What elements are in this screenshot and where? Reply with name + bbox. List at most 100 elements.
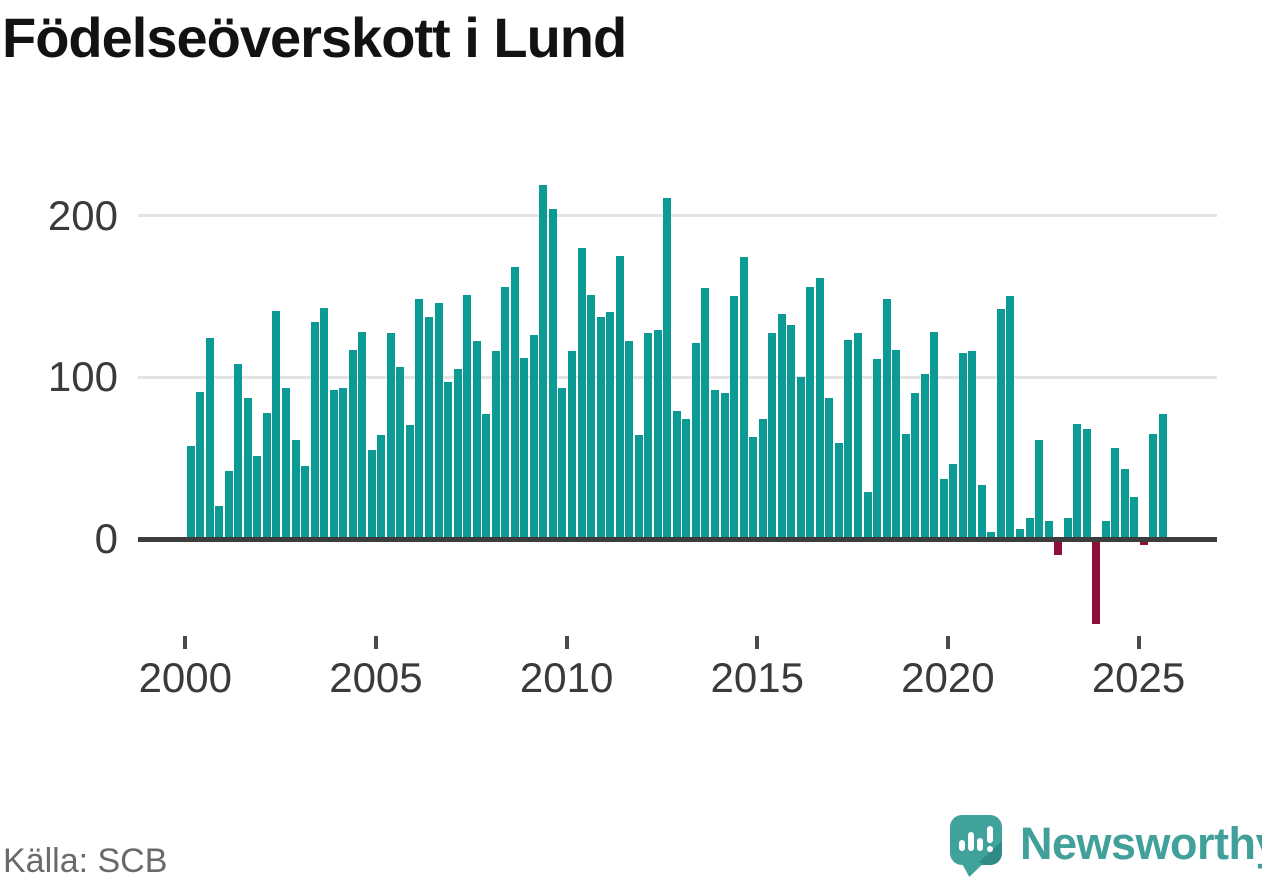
bar-quarter-79 [939, 478, 948, 539]
bar-quarter-93 [1073, 423, 1082, 539]
bar-quarter-65 [806, 286, 815, 539]
bar-quarter-101 [1149, 433, 1158, 539]
bar-quarter-9 [272, 310, 281, 539]
x-axis-label-2010: 2010 [519, 654, 614, 701]
bar-quarter-100 [1139, 538, 1148, 546]
bar-quarter-50 [663, 197, 672, 539]
x-axis-label-2015: 2015 [710, 654, 804, 701]
bar-quarter-45 [615, 255, 624, 539]
logo-bar-2 [968, 832, 974, 851]
x-axis-label-2020: 2020 [901, 654, 995, 701]
bar-quarter-74 [892, 349, 901, 539]
bar-quarter-54 [701, 288, 710, 539]
y-axis-label-0: 0 [94, 514, 118, 562]
bar-quarter-95 [1092, 538, 1101, 625]
bar-quarter-76 [911, 393, 920, 539]
bar-quarter-2 [205, 338, 214, 539]
bar-quarter-30 [472, 341, 481, 539]
x-axis-tick-2020 [945, 636, 950, 649]
bar-quarter-73 [882, 299, 891, 539]
bar-quarter-49 [653, 330, 662, 539]
bar-quarter-10 [282, 388, 291, 539]
bar-quarter-7 [253, 456, 262, 539]
bar-quarter-29 [463, 294, 472, 539]
bar-quarter-82 [968, 351, 977, 539]
gridline-100 [138, 375, 1217, 379]
logo-bar-1 [959, 840, 965, 851]
logo-bar-3 [977, 838, 983, 851]
bar-quarter-22 [396, 367, 405, 539]
brand-name: Newsworthy [1020, 818, 1262, 869]
x-axis-label-2025: 2025 [1091, 654, 1186, 701]
bar-quarter-97 [1111, 448, 1120, 539]
bar-quarter-70 [853, 333, 862, 539]
y-axis-label-200: 200 [47, 191, 118, 239]
bar-quarter-69 [844, 339, 853, 539]
bar-quarter-35 [520, 357, 529, 539]
brand-logo: Newsworthy [950, 815, 1262, 877]
bar-quarter-6 [243, 397, 252, 539]
bar-quarter-66 [815, 278, 824, 539]
bar-quarter-62 [777, 314, 786, 539]
bar-quarter-60 [758, 418, 767, 539]
bar-quarter-89 [1035, 439, 1044, 539]
logo-exclamation-dot [987, 846, 993, 852]
bar-quarter-46 [625, 341, 634, 539]
bar-quarter-98 [1120, 469, 1129, 539]
bar-quarter-3 [215, 506, 224, 539]
bar-quarter-71 [863, 491, 872, 539]
bar-quarter-67 [825, 397, 834, 539]
bar-quarter-5 [234, 364, 243, 539]
bar-quarter-84 [987, 532, 996, 539]
bar-chart-exclamation-bubble-icon [950, 815, 1002, 877]
x-axis-label-2000: 2000 [138, 654, 233, 701]
bar-quarter-24 [415, 299, 424, 539]
bar-quarter-40 [568, 351, 576, 539]
bar-quarter-19 [367, 449, 376, 539]
bar-quarter-51 [672, 410, 681, 539]
chart-title: Födelseöverskott i Lund [2, 6, 627, 69]
bar-quarter-52 [682, 418, 691, 539]
bar-quarter-11 [291, 439, 300, 539]
bar-quarter-12 [301, 465, 310, 539]
bar-quarter-18 [358, 331, 367, 539]
bar-quarter-64 [796, 377, 805, 539]
bar-quarter-42 [587, 294, 596, 539]
bar-quarter-31 [482, 414, 491, 539]
bar-quarter-80 [949, 464, 958, 539]
bar-quarter-14 [320, 307, 329, 539]
bar-quarter-27 [444, 381, 453, 539]
bar-quarter-77 [920, 373, 929, 539]
bar-quarter-41 [577, 247, 586, 539]
bar-quarter-37 [539, 184, 548, 539]
bar-quarter-56 [720, 393, 729, 539]
bar-quarter-85 [996, 309, 1005, 539]
bar-quarter-48 [644, 333, 653, 539]
bar-quarter-16 [339, 388, 348, 539]
bar-quarter-59 [749, 436, 758, 539]
bar-quarter-86 [1006, 296, 1015, 539]
x-axis-tick-2005 [373, 636, 378, 649]
bar-quarter-26 [434, 302, 443, 539]
bar-quarter-25 [425, 317, 433, 539]
bar-quarter-17 [348, 349, 357, 539]
gridline-200 [138, 214, 1217, 217]
bar-quarter-43 [596, 317, 605, 539]
bar-quarter-15 [329, 389, 338, 539]
bar-quarter-58 [739, 257, 748, 539]
bar-quarter-38 [548, 209, 557, 539]
bar-quarter-81 [958, 352, 967, 539]
x-axis-label-2005: 2005 [329, 654, 423, 701]
bar-quarter-20 [377, 435, 386, 539]
bar-quarter-23 [405, 425, 414, 539]
bar-quarter-92 [1063, 517, 1072, 539]
bar-quarter-47 [634, 435, 643, 539]
bar-quarter-21 [386, 333, 395, 539]
bar-quarter-72 [873, 359, 882, 539]
bar-quarter-34 [510, 267, 519, 539]
x-axis-tick-2025 [1136, 636, 1141, 649]
bar-quarter-36 [529, 335, 538, 539]
zero-baseline [138, 536, 1217, 542]
bar-quarter-87 [1016, 528, 1025, 539]
